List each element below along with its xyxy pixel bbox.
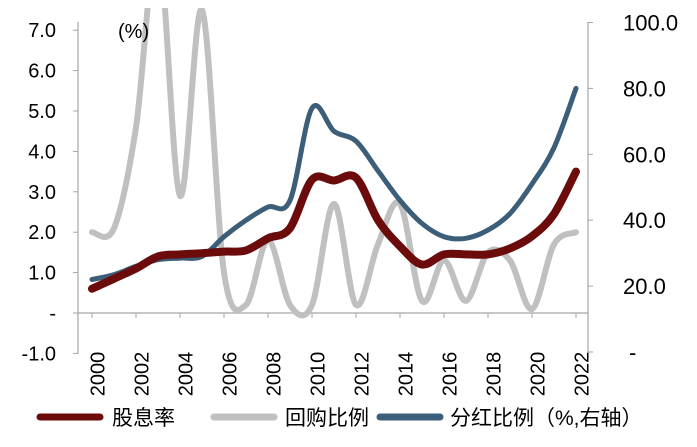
left-axis-tick-label: - [49,303,56,325]
x-axis-tick-label: 2018 [483,352,505,397]
legend-buyback-ratio-label: 回购比例 [285,407,369,430]
left-axis-tick-label: 4.0 [28,141,56,163]
x-axis-tick-label: 2020 [527,352,549,397]
left-axis-unit-label: (%) [118,21,149,43]
x-axis-tick-label: 2008 [263,352,285,397]
x-axis-tick-label: 2010 [307,352,329,397]
x-axis-tick-label: 2014 [395,352,417,397]
left-axis-tick-label: 5.0 [28,101,56,123]
x-axis-tick-label: 2004 [175,352,197,397]
dividend-yield-series [88,167,580,293]
left-axis-tick-label: 3.0 [28,182,56,204]
legend-dividend-yield-label: 股息率 [112,407,175,430]
left-axis-tick-label: -1.0 [22,343,56,365]
right-axis-tick-label: 20.0 [623,274,666,299]
right-axis-tick-label: 60.0 [623,142,666,167]
right-axis-tick-label: 80.0 [623,76,666,101]
buyback-ratio-series [89,8,579,319]
x-axis-tick-label: 2016 [439,352,461,397]
x-axis-tick-label: 2002 [131,352,153,397]
right-axis-tick-label: 100.0 [623,11,678,36]
x-axis-tick-label: 2000 [87,352,109,397]
left-axis-tick-label: 7.0 [28,20,56,42]
x-axis-tick-label: 2012 [351,352,373,397]
legend-payout-ratio-label: 分红比例（%,右轴） [450,407,643,430]
left-axis-tick-label: 6.0 [28,61,56,83]
left-axis-tick-label: 1.0 [28,263,56,285]
x-axis-tick-label: 2022 [571,352,593,397]
x-axis-tick-label: 2006 [219,352,241,397]
right-axis-tick-label: 40.0 [623,208,666,233]
left-axis-tick-label: 2.0 [28,222,56,244]
right-axis-tick-label: - [629,340,636,365]
